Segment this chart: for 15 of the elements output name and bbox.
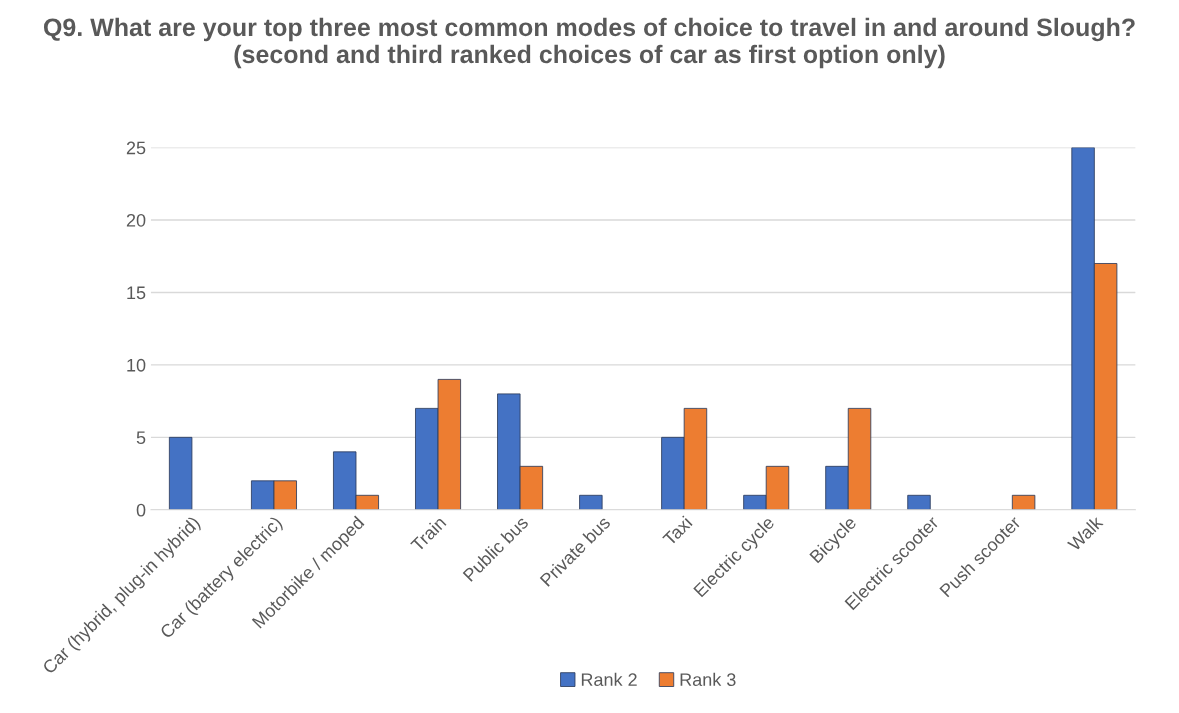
y-tick-label: 25 (126, 141, 146, 155)
legend-label: Rank 2 (581, 672, 637, 687)
bar (907, 494, 931, 510)
x-tick-label: Train (409, 515, 447, 553)
bar (579, 494, 603, 510)
legend-label: Rank 3 (680, 672, 736, 687)
bar (1011, 494, 1036, 510)
y-tick-label: 15 (127, 286, 146, 300)
y-tick-label: 10 (127, 358, 146, 372)
x-tick-label: Taxi (661, 515, 693, 547)
chart-title: Q9. What are your top three most common modes of choice to travel in and around Slough? (second and third ranked choices of car as first option only) (43, 17, 1135, 69)
y-tick-label: 20 (126, 213, 146, 227)
y-tick-label: 5 (136, 431, 146, 445)
y-tick-label: 0 (136, 503, 146, 517)
bar (168, 436, 193, 510)
